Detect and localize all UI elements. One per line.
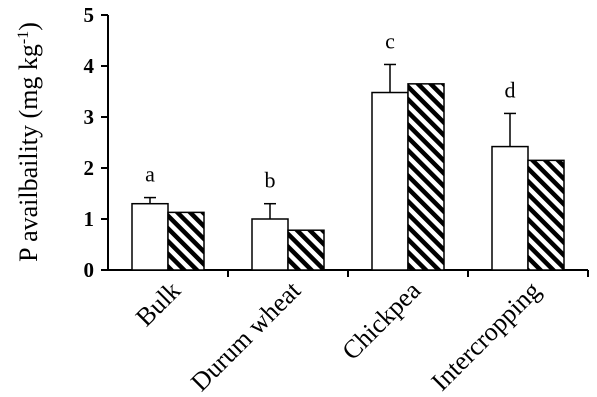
y-axis-title: P availbaility (mg kg-1) [14,22,43,262]
plot-area: 0 1 2 3 4 5 a Bulk b Durum wheat c Chickpea d Intercr… [84,3,589,397]
bar-open [371,91,409,271]
y-tick-label: 0 [84,258,95,282]
y-tick-label: 3 [84,105,95,129]
x-category-label: Intercropping [426,276,547,397]
bar-hatched [407,83,445,271]
bar-open [491,145,529,271]
x-category-label: Chickpea [336,275,426,365]
significance-letter: c [385,28,395,53]
significance-letter: d [505,77,516,102]
y-tick-label: 5 [84,3,95,27]
bar-open [251,218,289,271]
y-tick-label: 2 [84,156,95,180]
x-category-label: Durum wheat [185,275,307,397]
bar-hatched [527,159,565,271]
y-tick-label: 1 [84,207,95,231]
x-category-label: Bulk [130,276,186,332]
significance-letter: b [265,168,276,193]
bar-open [131,202,169,271]
significance-letter: a [145,162,155,187]
bar-hatched [167,211,205,271]
y-tick-label: 4 [84,54,95,78]
bar-hatched [287,229,325,271]
